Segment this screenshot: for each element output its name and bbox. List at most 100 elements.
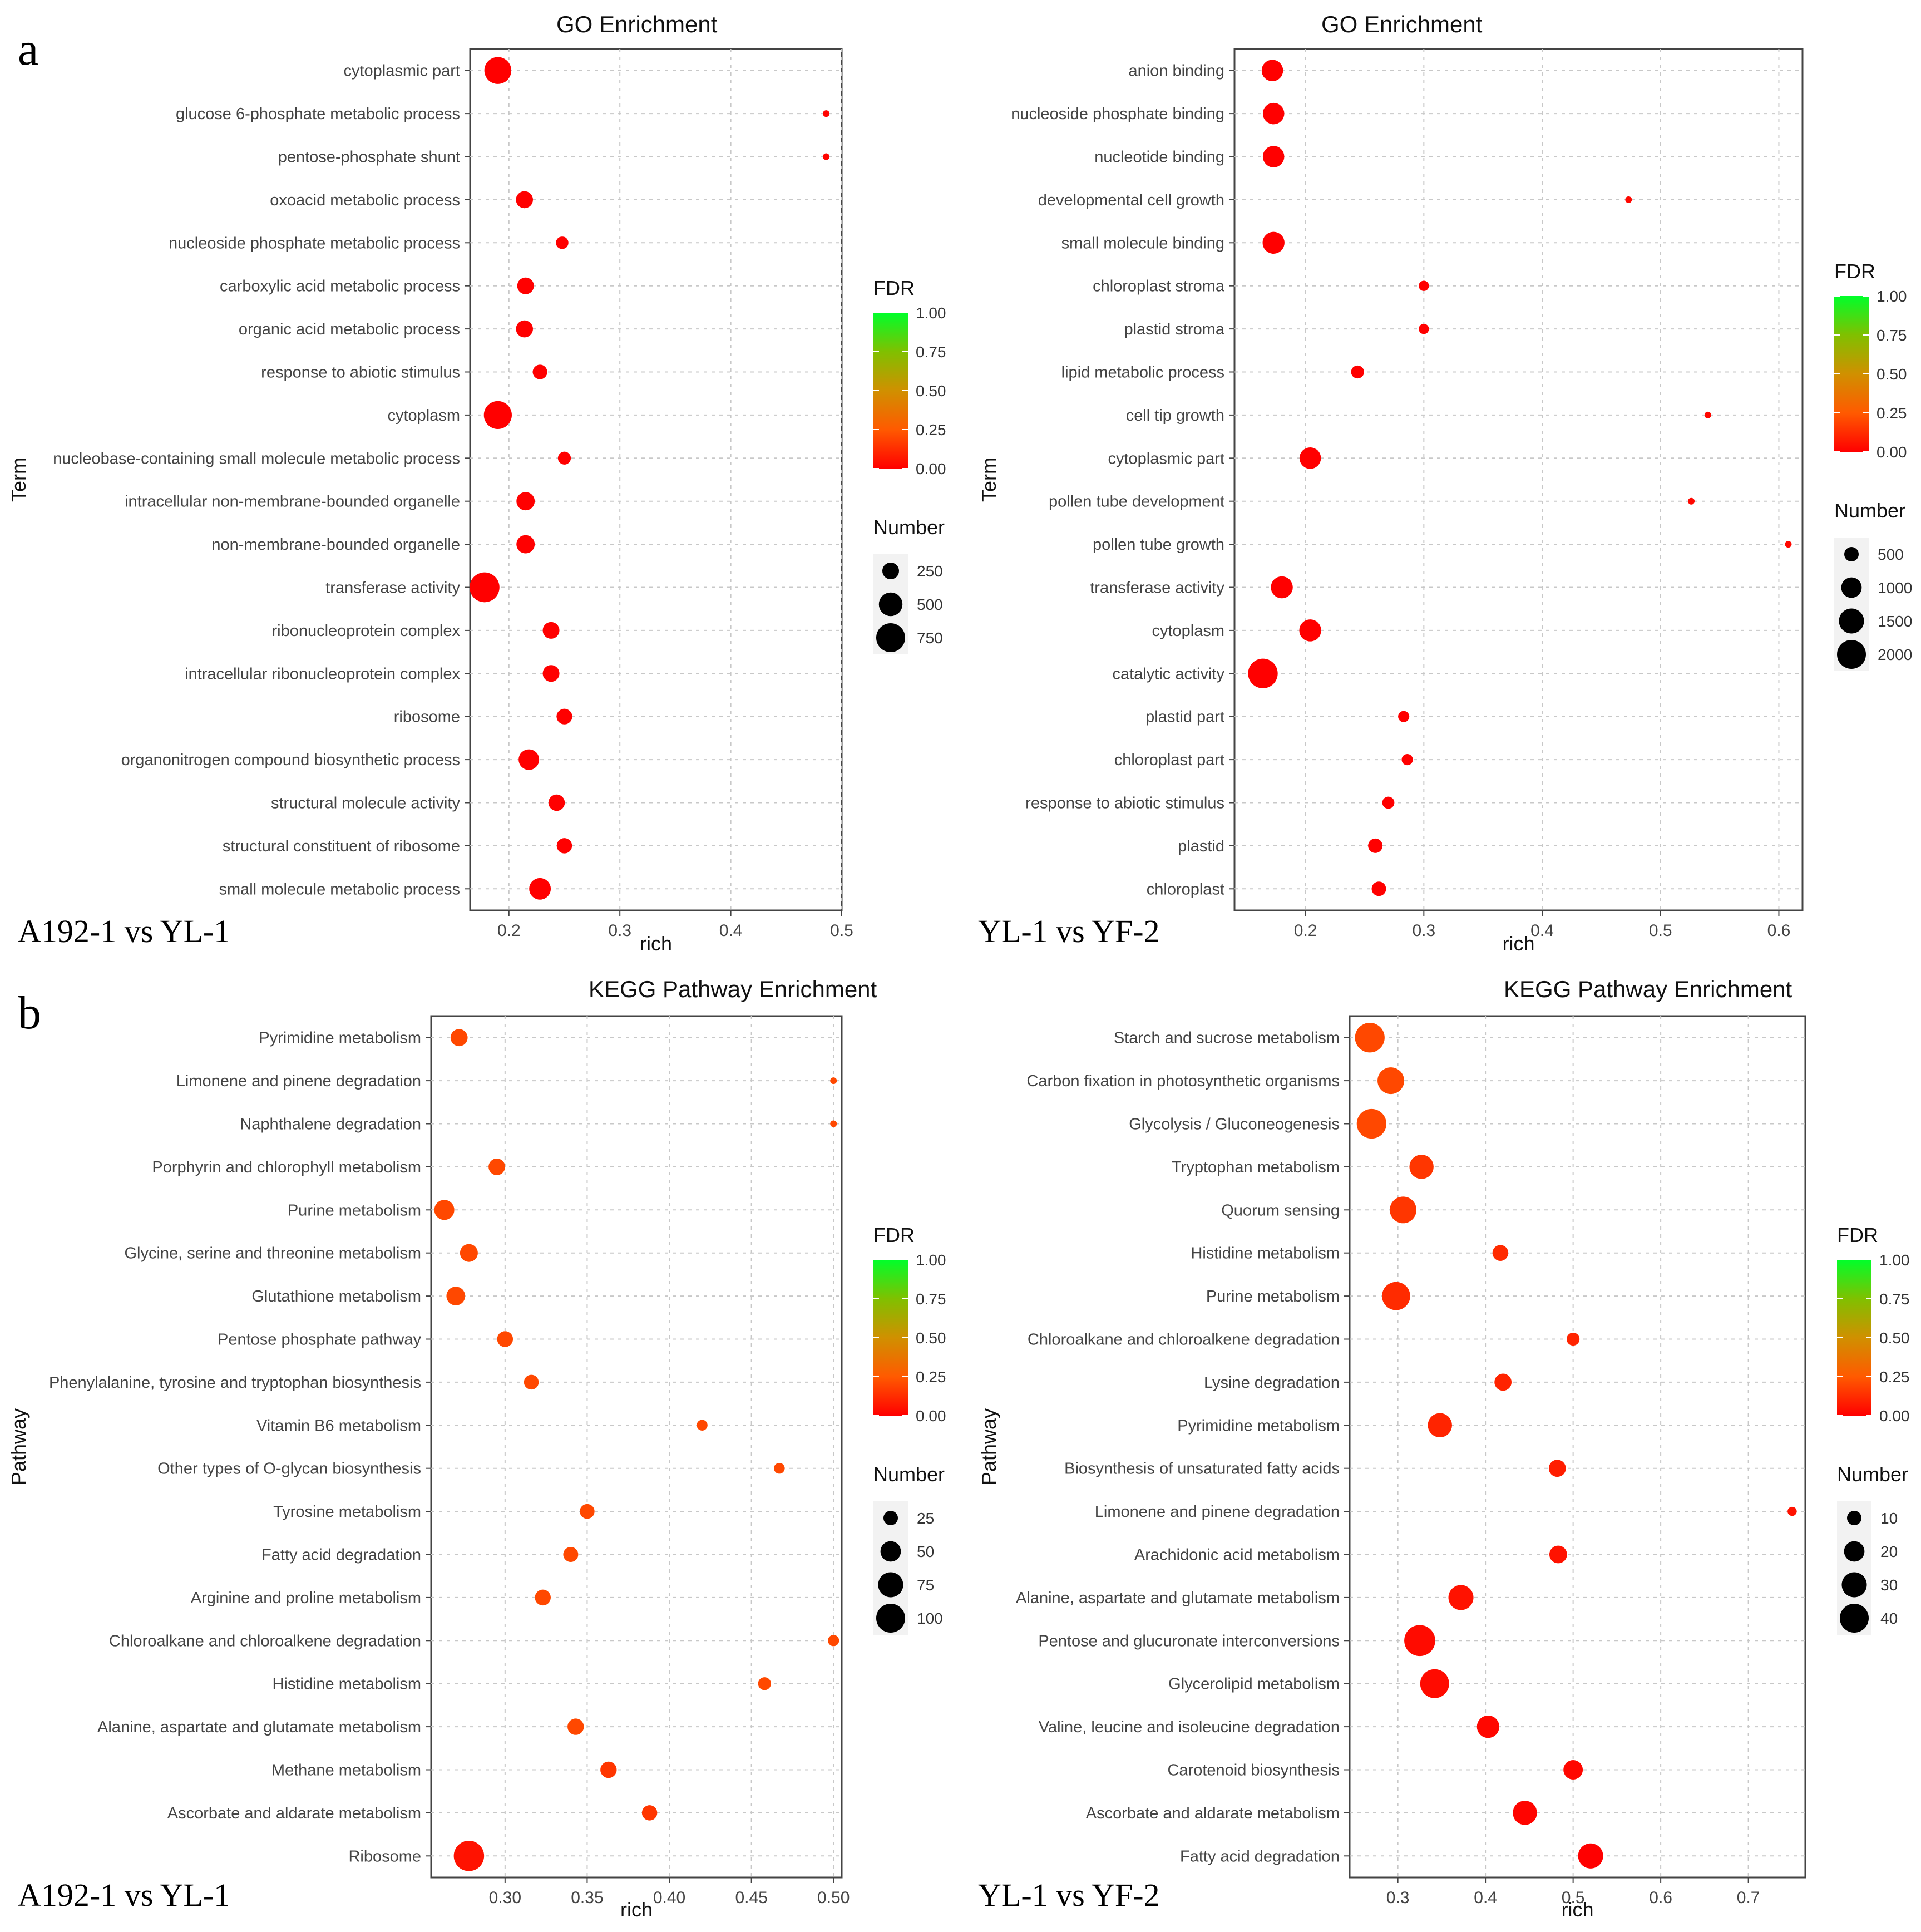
- data-point: [1390, 1196, 1417, 1224]
- term-label: structural constituent of ribosome: [223, 837, 460, 855]
- number-key-circle: [1841, 1572, 1867, 1598]
- y-axis-label: Term: [7, 457, 30, 502]
- x-tick-label: 0.3: [608, 921, 631, 940]
- term-label: Ascorbate and aldarate metabolism: [167, 1805, 421, 1822]
- term-label: Carotenoid biosynthesis: [1167, 1762, 1340, 1780]
- x-axis-label: rich: [1561, 1898, 1593, 1921]
- term-label: Vitamin B6 metabolism: [256, 1417, 421, 1435]
- fdr-tick-label: 0.25: [916, 1368, 946, 1386]
- number-key-label: 50: [917, 1543, 934, 1560]
- data-point: [580, 1504, 595, 1519]
- data-point: [1419, 280, 1429, 291]
- fdr-tick-label: 0.00: [1879, 1407, 1910, 1425]
- term-label: non-membrane-bounded organelle: [211, 536, 460, 554]
- fdr-legend-title: FDR: [1837, 1224, 1878, 1246]
- data-point: [1428, 1413, 1452, 1438]
- term-label: catalytic activity: [1113, 665, 1225, 683]
- data-point: [470, 572, 500, 603]
- fdr-tick-label: 1.00: [1876, 288, 1907, 305]
- data-point: [563, 1546, 579, 1563]
- term-label: Valine, leucine and isoleucine degradati…: [1039, 1718, 1340, 1736]
- fdr-tick-label: 0.25: [1876, 405, 1907, 422]
- term-label: pentose-phosphate shunt: [278, 149, 460, 166]
- number-key-circle: [878, 592, 903, 617]
- term-label: Limonene and pinene degradation: [1095, 1503, 1340, 1521]
- term-label: cytoplasm: [387, 407, 460, 425]
- term-label: intracellular non-membrane-bounded organ…: [125, 493, 460, 511]
- data-point: [1261, 60, 1283, 81]
- data-point: [1563, 1760, 1583, 1780]
- x-tick-label: 0.3: [1412, 921, 1435, 940]
- data-point: [556, 236, 569, 249]
- x-tick-label: 0.2: [1294, 921, 1317, 940]
- term-label: chloroplast stroma: [1093, 278, 1225, 295]
- term-label: Histidine metabolism: [272, 1675, 421, 1693]
- x-axis-label: rich: [620, 1898, 653, 1921]
- x-tick-label: 0.35: [571, 1889, 603, 1907]
- data-point: [1548, 1460, 1566, 1477]
- fdr-tick-label: 0.75: [1879, 1290, 1910, 1308]
- x-tick-label: 0.2: [497, 921, 521, 940]
- data-point: [1566, 1332, 1580, 1346]
- panel-letter-a: a: [18, 23, 39, 75]
- data-point: [557, 451, 571, 465]
- term-label: Alanine, aspartate and glutamate metabol…: [97, 1718, 421, 1736]
- data-point: [823, 153, 830, 160]
- data-point: [830, 1120, 837, 1127]
- number-key-circle: [1839, 608, 1864, 634]
- term-label: chloroplast: [1147, 880, 1224, 898]
- fdr-colorbar: [873, 1260, 908, 1416]
- chart-title: GO Enrichment: [1321, 11, 1483, 37]
- number-key-circle: [1841, 577, 1862, 598]
- fdr-tick-label: 0.75: [916, 1290, 946, 1308]
- data-point: [1382, 1282, 1410, 1310]
- data-point: [484, 57, 512, 84]
- data-point: [823, 110, 830, 117]
- plot-area: [1349, 1015, 1806, 1879]
- term-label: Starch and sucrose metabolism: [1114, 1029, 1340, 1047]
- term-label: Glutathione metabolism: [251, 1288, 421, 1305]
- number-key-circle: [1844, 547, 1859, 561]
- term-label: Phenylalanine, tyrosine and tryptophan b…: [49, 1374, 421, 1392]
- data-point: [828, 1635, 839, 1647]
- term-label: Arginine and proline metabolism: [191, 1589, 421, 1607]
- chart-1: GO Enrichment 0.2 0.3 0.4 0.5 cytoplasmic par…: [7, 11, 946, 955]
- data-point: [1404, 1625, 1435, 1657]
- term-label: Chloroalkane and chloroalkene degradatio…: [109, 1632, 421, 1650]
- term-label: Histidine metabolism: [1191, 1245, 1340, 1263]
- number-key-label: 100: [917, 1610, 943, 1627]
- number-legend-title: Number: [873, 1463, 945, 1486]
- comparison-label-go-b: YL-1 vs YF-2: [978, 913, 1160, 949]
- x-tick-label: 0.40: [653, 1889, 685, 1907]
- data-point: [488, 1158, 506, 1175]
- fdr-tick-label: 0.50: [916, 1329, 946, 1347]
- term-label: pollen tube development: [1049, 493, 1224, 511]
- term-label: oxoacid metabolic process: [270, 191, 460, 209]
- number-key-circle: [882, 562, 900, 580]
- number-key-circle: [876, 1604, 905, 1633]
- number-key-label: 20: [1880, 1543, 1898, 1560]
- plot-area: [469, 48, 843, 911]
- number-key-label: 500: [1878, 546, 1904, 563]
- term-label: ribonucleoprotein complex: [271, 622, 460, 640]
- x-tick-label: 0.4: [1474, 1889, 1497, 1907]
- data-point: [1371, 881, 1386, 896]
- number-key-label: 250: [917, 563, 943, 580]
- data-point: [567, 1718, 584, 1735]
- term-label: structural molecule activity: [271, 795, 461, 812]
- term-label: ribosome: [394, 708, 460, 726]
- data-point: [483, 401, 512, 430]
- term-label: pollen tube growth: [1093, 536, 1224, 554]
- data-point: [1494, 1373, 1512, 1391]
- chart-title: KEGG Pathway Enrichment: [1504, 976, 1792, 1002]
- data-point: [1398, 711, 1410, 722]
- number-key-label: 500: [917, 596, 943, 613]
- term-label: Methane metabolism: [271, 1762, 421, 1780]
- term-label: nucleotide binding: [1094, 149, 1224, 166]
- fdr-tick-label: 0.75: [916, 343, 946, 361]
- data-point: [1420, 1669, 1449, 1698]
- term-label: Naphthalene degradation: [240, 1116, 421, 1133]
- fdr-tick-label: 0.50: [1879, 1329, 1910, 1347]
- term-label: Porphyrin and chlorophyll metabolism: [152, 1159, 421, 1176]
